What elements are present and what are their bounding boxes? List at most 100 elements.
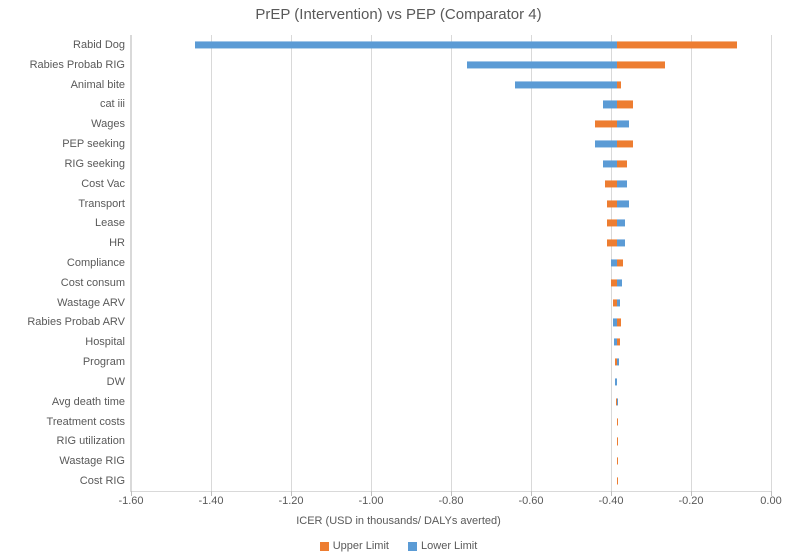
category-label: HR: [109, 237, 131, 249]
category-label: Transport: [78, 198, 131, 210]
category-label: Wastage RIG: [59, 455, 131, 467]
category-label: Cost consum: [61, 277, 131, 289]
bar-upper: [607, 200, 617, 207]
x-tick-label: -1.40: [198, 491, 223, 507]
category-row: Wastage ARV: [131, 293, 771, 313]
category-row: Rabid Dog: [131, 35, 771, 55]
bar-lower: [617, 279, 622, 286]
category-row: Cost consum: [131, 273, 771, 293]
category-label: cat iii: [100, 98, 131, 110]
category-row: Compliance: [131, 253, 771, 273]
bar-lower: [603, 101, 617, 108]
bar-upper: [617, 339, 620, 346]
bar-upper: [617, 101, 633, 108]
legend: Upper Limit Lower Limit: [0, 540, 797, 554]
category-row: Rabies Probab RIG: [131, 55, 771, 75]
bar-lower: [617, 299, 620, 306]
legend-label-lower: Lower Limit: [421, 540, 477, 552]
legend-swatch-upper: [320, 542, 329, 551]
category-label: Lease: [95, 217, 131, 229]
x-tick-label: -0.20: [678, 491, 703, 507]
bar-upper: [605, 180, 617, 187]
bar-lower: [515, 81, 617, 88]
category-row: Cost RIG: [131, 471, 771, 491]
bar-upper: [617, 319, 621, 326]
bar-lower: [617, 240, 625, 247]
category-row: Hospital: [131, 332, 771, 352]
bar-upper: [607, 240, 617, 247]
x-tick-label: -0.60: [518, 491, 543, 507]
bar-upper: [617, 140, 633, 147]
category-label: Animal bite: [71, 79, 131, 91]
bar-upper: [617, 81, 621, 88]
category-label: Cost Vac: [81, 178, 131, 190]
bar-lower: [617, 359, 619, 366]
bar-upper: [615, 359, 617, 366]
category-row: cat iii: [131, 94, 771, 114]
category-row: Treatment costs: [131, 412, 771, 432]
gridline: [771, 35, 772, 491]
category-label: Rabid Dog: [73, 39, 131, 51]
bar-upper: [617, 160, 627, 167]
bar-upper: [617, 41, 737, 48]
category-row: Cost Vac: [131, 174, 771, 194]
bar-upper: [595, 121, 617, 128]
x-tick-label: -0.40: [598, 491, 623, 507]
bar-lower: [595, 140, 617, 147]
category-label: Hospital: [85, 336, 131, 348]
x-axis-label: ICER (USD in thousands/ DALYs averted): [0, 515, 797, 527]
category-row: Rabies Probab ARV: [131, 313, 771, 333]
x-tick-label: 0.00: [760, 491, 781, 507]
category-label: RIG seeking: [64, 158, 131, 170]
legend-item-lower: Lower Limit: [408, 540, 477, 552]
category-row: DW: [131, 372, 771, 392]
legend-label-upper: Upper Limit: [333, 540, 389, 552]
bar-upper: [611, 279, 617, 286]
category-row: PEP seeking: [131, 134, 771, 154]
x-tick-label: -0.80: [438, 491, 463, 507]
bar-upper: [617, 61, 665, 68]
category-label: Avg death time: [52, 396, 131, 408]
bar-lower: [467, 61, 617, 68]
bar-lower: [615, 378, 617, 385]
category-row: Lease: [131, 213, 771, 233]
bar-upper: [613, 299, 617, 306]
bar-lower: [617, 180, 627, 187]
category-label: Program: [83, 356, 131, 368]
category-label: Treatment costs: [47, 416, 131, 428]
category-label: Compliance: [67, 257, 131, 269]
category-row: RIG seeking: [131, 154, 771, 174]
category-label: RIG utilization: [57, 435, 131, 447]
category-row: Avg death time: [131, 392, 771, 412]
legend-item-upper: Upper Limit: [320, 540, 389, 552]
category-row: RIG utilization: [131, 432, 771, 452]
category-row: Animal bite: [131, 75, 771, 95]
bar-lower: [617, 200, 629, 207]
category-row: Transport: [131, 194, 771, 214]
category-label: DW: [107, 376, 131, 388]
bar-upper: [616, 398, 617, 405]
bar-lower: [617, 220, 625, 227]
category-row: Wages: [131, 114, 771, 134]
bar-upper: [617, 259, 623, 266]
category-label: Wages: [91, 118, 131, 130]
chart-title: PrEP (Intervention) vs PEP (Comparator 4…: [0, 6, 797, 23]
legend-swatch-lower: [408, 542, 417, 551]
category-row: HR: [131, 233, 771, 253]
category-label: Rabies Probab ARV: [27, 316, 131, 328]
category-row: Wastage RIG: [131, 451, 771, 471]
bar-lower: [195, 41, 617, 48]
x-tick-label: -1.20: [278, 491, 303, 507]
x-tick-label: -1.00: [358, 491, 383, 507]
category-label: Wastage ARV: [57, 297, 131, 309]
category-row: Program: [131, 352, 771, 372]
bar-lower: [603, 160, 617, 167]
bar-lower: [617, 121, 629, 128]
category-label: PEP seeking: [62, 138, 131, 150]
category-label: Cost RIG: [80, 475, 131, 487]
bar-upper: [607, 220, 617, 227]
tornado-chart: PrEP (Intervention) vs PEP (Comparator 4…: [0, 0, 797, 559]
category-label: Rabies Probab RIG: [30, 59, 131, 71]
x-tick-label: -1.60: [118, 491, 143, 507]
plot-area: -1.60-1.40-1.20-1.00-0.80-0.60-0.40-0.20…: [130, 35, 771, 492]
